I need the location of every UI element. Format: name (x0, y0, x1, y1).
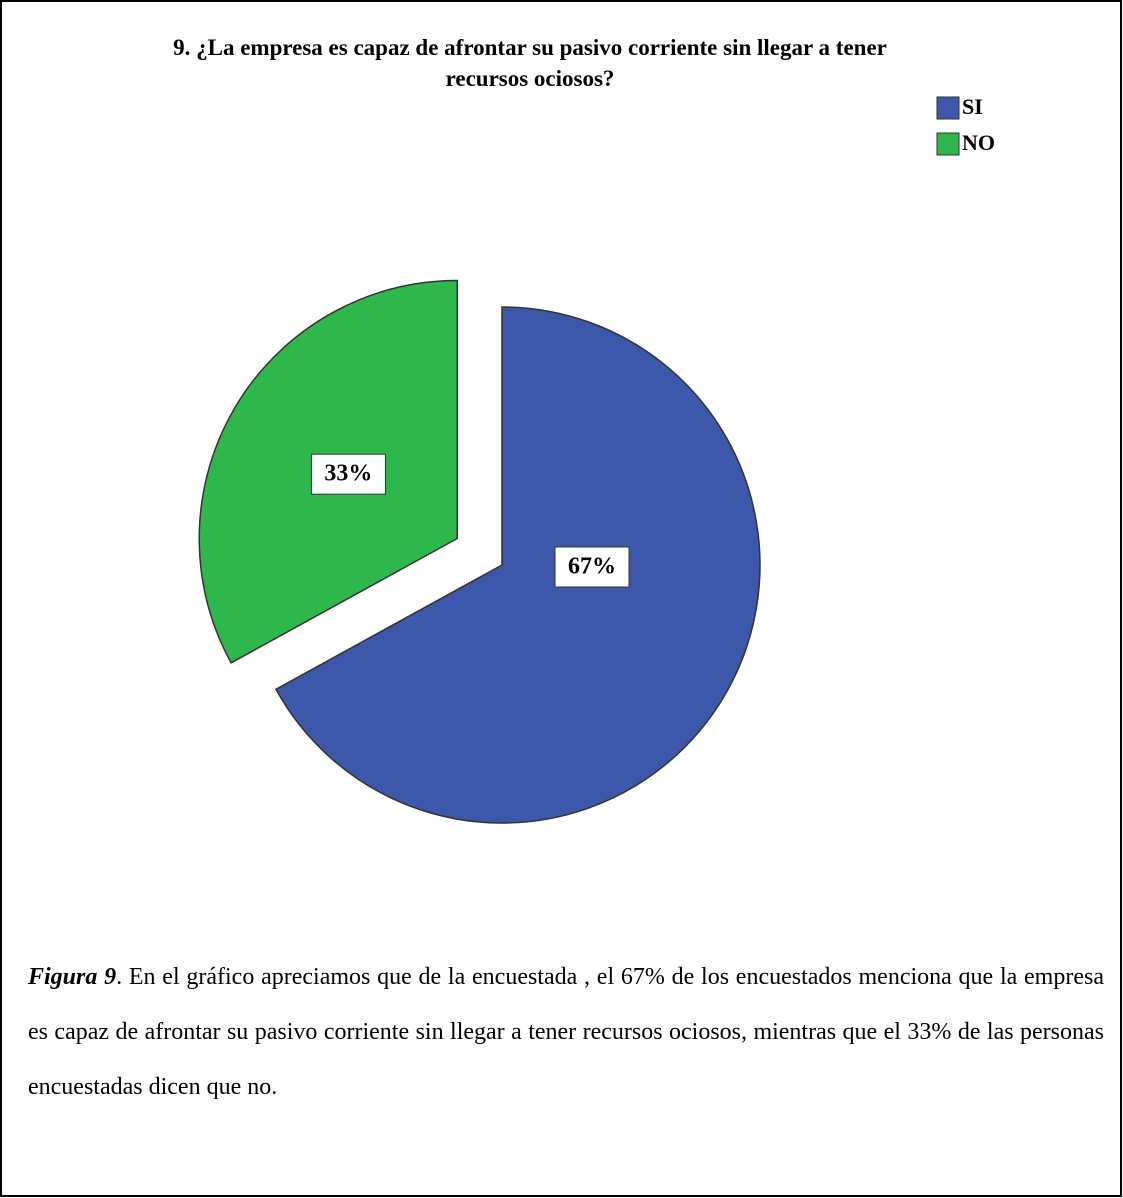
label-box (554, 546, 630, 588)
caption-label: Figura 9 (28, 964, 117, 990)
caption: Figura 9. En el gráfico apreciamos que d… (28, 950, 1104, 1115)
chart-title: 9. ¿La empresa es capaz de afrontar su p… (173, 35, 887, 60)
data-label: 67% (568, 554, 616, 580)
chart-subtitle: recursos ociosos? (446, 66, 615, 91)
data-label: 33% (324, 461, 372, 487)
legend-swatch (936, 132, 960, 156)
pie-slice (274, 306, 761, 824)
legend-label: NO (962, 130, 995, 155)
caption-text: . En el gráfico apreciamos que de la enc… (28, 964, 1104, 1100)
legend-swatch (936, 96, 960, 120)
label-box (310, 453, 386, 495)
legend-label: SI (962, 94, 983, 119)
